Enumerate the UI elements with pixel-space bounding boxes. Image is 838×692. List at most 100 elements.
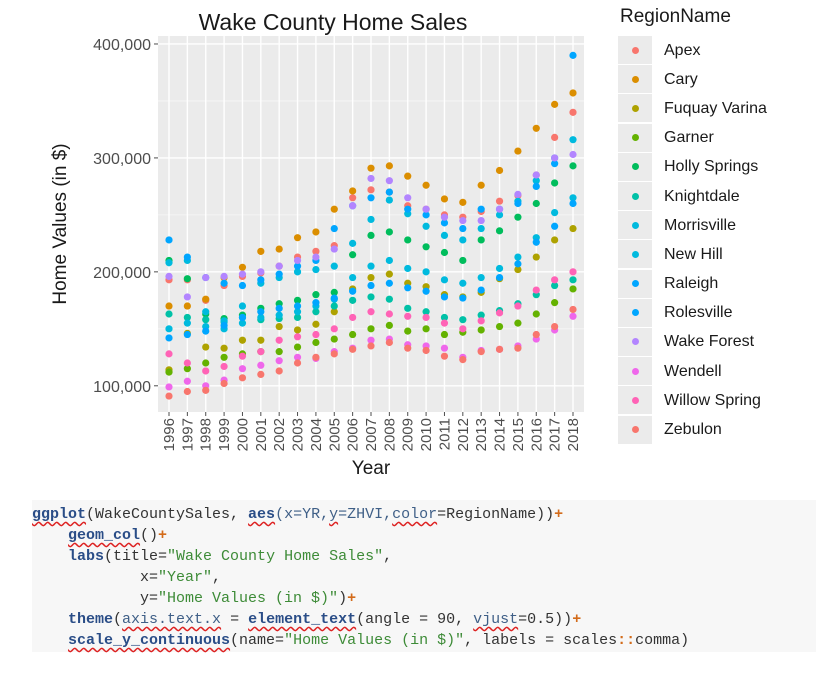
code-token	[32, 632, 68, 649]
data-point	[330, 308, 338, 316]
legend-item: Knightdale	[618, 182, 828, 212]
data-point	[440, 344, 449, 352]
legend-label: Morrisville	[664, 216, 736, 234]
data-point	[293, 343, 302, 351]
scatter-chart: Wake County Home Sales 100,000 200,000 300…	[50, 9, 584, 479]
data-point	[440, 319, 449, 327]
data-point	[367, 194, 375, 202]
legend-key	[618, 36, 652, 66]
data-point	[238, 352, 247, 360]
data-point	[422, 243, 430, 251]
data-point	[495, 273, 504, 282]
data-point	[495, 211, 504, 219]
legend-item: Wendell	[618, 357, 828, 387]
legend-label: Raleigh	[664, 275, 719, 293]
data-point	[569, 305, 577, 314]
legend-label: Zebulon	[664, 421, 722, 439]
data-point	[165, 236, 173, 244]
code-line: theme(axis.text.x = element_text(angle =…	[32, 609, 816, 630]
data-point	[514, 213, 522, 221]
data-point	[477, 348, 485, 356]
code-token: (title=	[104, 548, 168, 565]
code-token	[32, 527, 68, 544]
data-point	[477, 311, 485, 319]
code-token: )	[338, 590, 348, 607]
data-point	[165, 392, 173, 400]
code-token: =	[221, 611, 249, 628]
data-point	[532, 199, 540, 208]
axes: 100,000 200,000 300,000 400,000 1996 1997 1998…	[93, 37, 582, 451]
data-point	[275, 357, 283, 365]
data-point	[532, 124, 540, 132]
legend-items: Apex Cary Fuquay Varina Garner Holly Springs…	[618, 36, 828, 445]
data-point	[477, 181, 485, 189]
code-token: y	[329, 506, 339, 523]
data-point	[422, 287, 430, 295]
data-point	[385, 321, 393, 330]
data-point	[532, 330, 540, 339]
data-point	[477, 205, 485, 213]
legend-key	[618, 152, 652, 182]
data-point	[183, 319, 191, 327]
legend-item: Rolesville	[618, 298, 828, 328]
data-point	[275, 270, 283, 278]
x-axis-title: Year	[352, 458, 391, 479]
data-point	[495, 322, 504, 331]
code-token: comma)	[635, 632, 690, 649]
data-point	[202, 386, 210, 394]
legend-label: Willow Spring	[664, 391, 761, 409]
data-point	[385, 196, 393, 204]
code-token: ,	[212, 569, 222, 586]
code-line: x="Year",	[32, 567, 816, 588]
data-point	[569, 162, 577, 170]
data-point	[459, 198, 467, 206]
data-point	[551, 281, 559, 290]
data-point	[293, 313, 302, 322]
data-point	[385, 228, 393, 236]
data-point	[330, 294, 338, 302]
data-point	[349, 202, 357, 210]
data-point	[257, 361, 265, 369]
legend-item: Garner	[618, 123, 828, 153]
data-point	[293, 333, 302, 341]
code-token: (x=YR,	[275, 506, 330, 523]
data-point	[367, 215, 375, 224]
data-point	[220, 344, 228, 352]
data-point	[459, 279, 467, 287]
data-point	[257, 313, 265, 322]
legend-dot-icon	[631, 104, 639, 112]
data-point	[238, 336, 247, 344]
data-point	[367, 281, 375, 290]
data-point	[367, 342, 375, 350]
data-point	[569, 89, 577, 97]
legend-dot-icon	[631, 221, 639, 229]
data-point	[569, 194, 577, 202]
data-point	[220, 362, 228, 371]
data-point	[551, 209, 559, 217]
data-point	[477, 216, 485, 225]
data-point	[422, 222, 430, 230]
data-point	[532, 310, 540, 318]
data-point	[440, 276, 449, 284]
data-point	[367, 325, 375, 333]
data-point	[551, 299, 559, 307]
legend-label: Fuquay Varina	[664, 99, 767, 117]
code-token: (	[113, 611, 123, 628]
data-point	[312, 308, 320, 316]
data-point	[349, 287, 357, 295]
data-point	[293, 296, 302, 304]
data-point	[312, 299, 320, 307]
data-point	[569, 268, 577, 276]
legend-dot-icon	[631, 75, 639, 83]
legend-dot-icon	[631, 163, 639, 171]
data-point	[293, 302, 302, 310]
data-point	[385, 162, 393, 170]
legend-key	[618, 357, 652, 387]
legend-key	[618, 327, 652, 357]
x-tick-label: 2018	[565, 418, 582, 451]
code-line: y="Home Values (in $)")+	[32, 588, 816, 609]
data-point	[495, 166, 504, 175]
x-tick-label: 2004	[308, 418, 325, 451]
data-point	[477, 236, 485, 244]
code-line: scale_y_continuous(name="Home Values (in…	[32, 630, 816, 651]
